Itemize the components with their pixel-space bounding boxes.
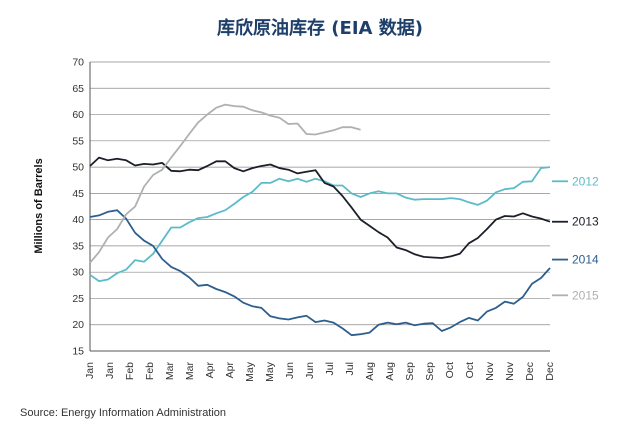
y-tick-35: 35 [72,240,84,252]
x-tick-12: Jul [324,362,336,375]
x-tick-1: Jan [104,362,116,379]
x-tick-17: Sep [424,362,436,381]
x-tick-19: Oct [464,362,476,378]
x-tick-11: Jun [304,362,316,379]
x-tick-6: Apr [204,362,216,379]
x-tick-3: Feb [144,362,156,380]
x-tick-labels: Jan Jan Feb Feb Mar Mar Apr Apr May May Jun Jun Jul J… [84,361,556,382]
x-tick-4: Mar [164,362,176,381]
x-tick-10: Jun [284,362,296,379]
y-tick-55: 55 [72,135,84,147]
y-tick-65: 65 [72,83,84,95]
x-tick-20: Nov [484,361,496,380]
x-tick-23: Dec [544,362,556,381]
legend-label-2014: 2014 [572,253,599,267]
series-lines [89,103,551,337]
x-tick-21: Nov [504,361,516,380]
legend-label-2012: 2012 [572,174,599,188]
x-tick-2: Feb [124,362,136,380]
legend-label-2015: 2015 [572,288,599,302]
legend: 2012 2013 2014 2015 [552,174,599,302]
x-tick-7: Apr [224,362,236,379]
y-tick-40: 40 [72,214,84,226]
legend-label-2013: 2013 [572,215,599,229]
chart-title: 库欣原油库存 (EIA 数据) [217,18,423,39]
series-line-2014 [89,209,551,337]
x-tick-9: May [264,361,276,382]
x-tick-0: Jan [84,362,96,379]
x-tick-8: May [244,361,256,382]
x-tick-5: Mar [184,362,196,381]
x-tick-18: Oct [444,362,456,378]
y-tick-45: 45 [72,188,84,200]
series-line-2012 [89,166,551,283]
x-tick-14: Aug [364,362,376,381]
y-tick-15: 15 [72,346,84,358]
y-tick-labels: 15 20 25 30 35 40 45 50 55 60 65 70 [72,57,84,358]
grid-lines [89,61,550,352]
source-note: Source: Energy Information Administratio… [20,407,227,419]
y-tick-50: 50 [72,162,84,174]
y-tick-60: 60 [72,109,84,121]
series-line-2013 [89,156,551,259]
series-line-2015 [89,103,361,264]
x-tick-16: Sep [404,362,416,381]
y-tick-25: 25 [72,293,84,305]
x-tick-22: Dec [524,362,536,381]
x-tick-15: Aug [384,362,396,381]
y-tick-70: 70 [72,57,84,69]
y-tick-30: 30 [72,267,84,279]
x-tick-13: Jul [344,362,356,375]
y-axis-label: Millions of Barrels [33,158,45,253]
y-tick-20: 20 [72,319,84,331]
